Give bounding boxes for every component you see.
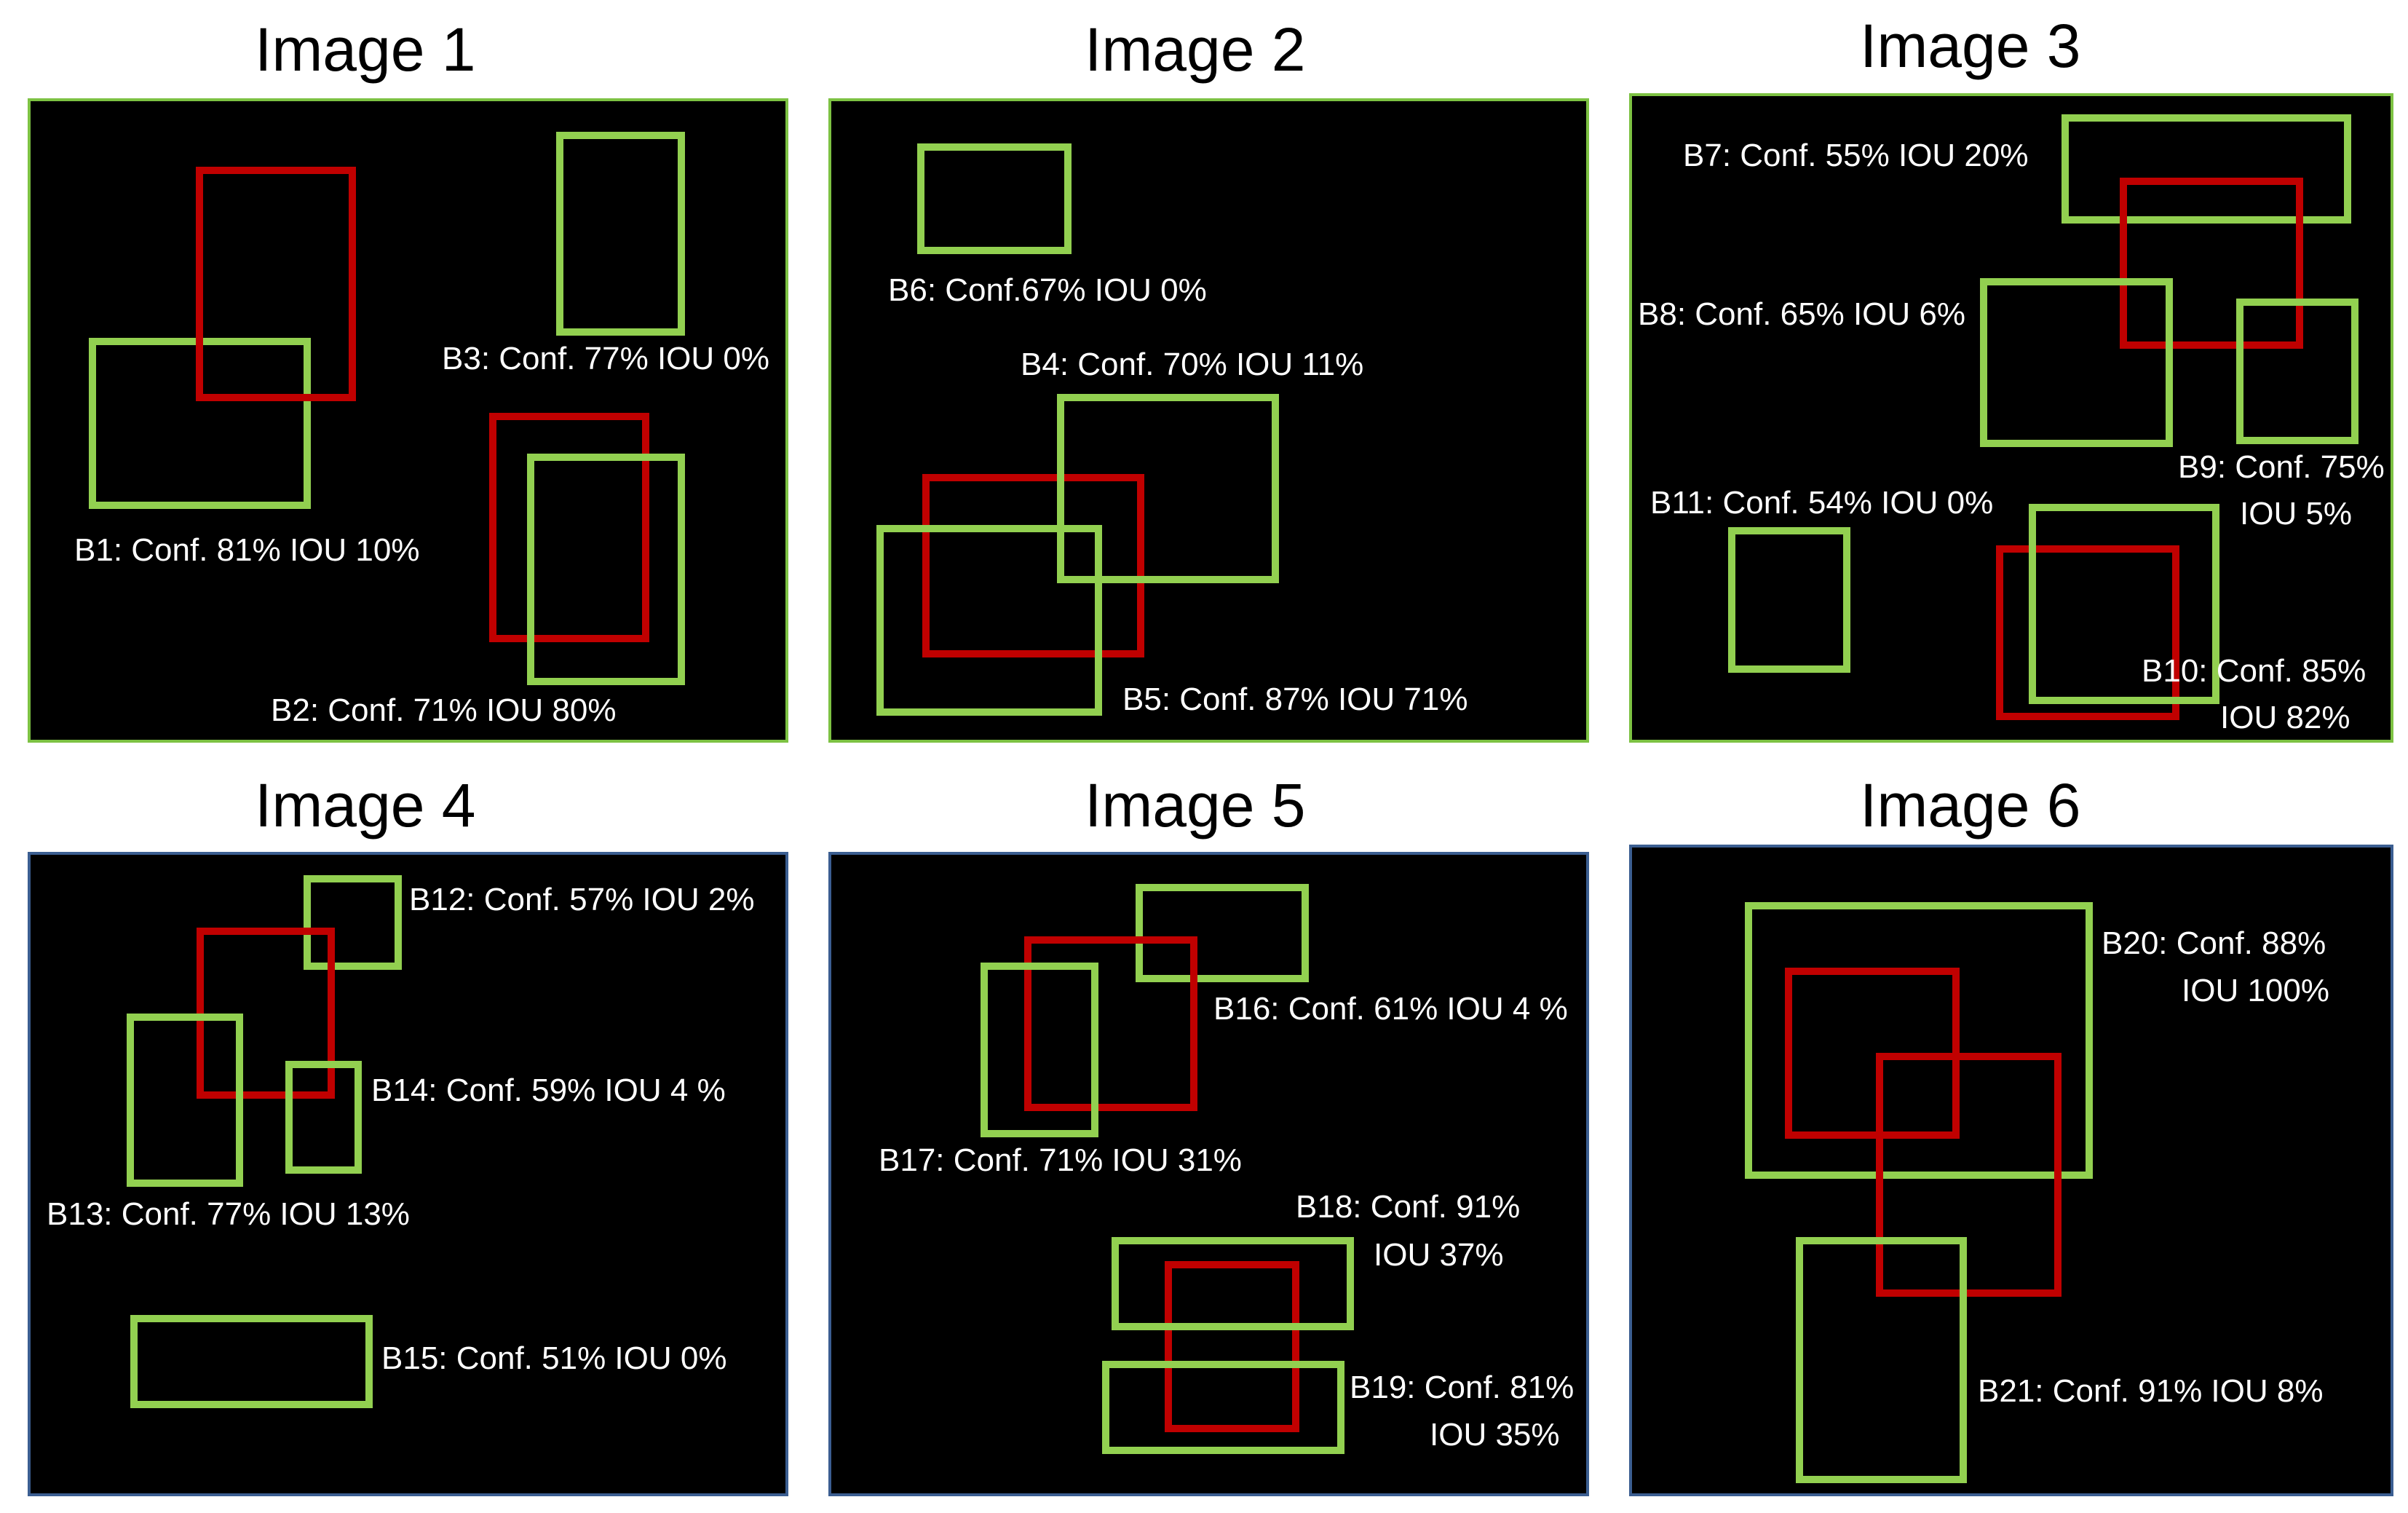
detection-box-b13 bbox=[127, 1014, 243, 1187]
ground-truth-box bbox=[489, 413, 649, 642]
detection-box-b19 bbox=[1102, 1361, 1344, 1454]
ground-truth-box bbox=[922, 474, 1144, 657]
box-label-b19-iou: IOU 35% bbox=[1430, 1417, 1560, 1453]
detection-box-b18 bbox=[1112, 1237, 1354, 1330]
image-panel-2: B4: Conf. 70% IOU 11% B5: Conf. 87% IOU … bbox=[828, 98, 1589, 743]
panel-title: Image 3 bbox=[1860, 12, 2081, 80]
image-panel-3: B7: Conf. 55% IOU 20% B8: Conf. 65% IOU … bbox=[1629, 93, 2393, 743]
box-label-b14: B14: Conf. 59% IOU 4 % bbox=[371, 1072, 726, 1108]
image-panel-6: B20: Conf. 88% IOU 100% B21: Conf. 91% I… bbox=[1629, 845, 2393, 1496]
panel-title: Image 5 bbox=[1085, 771, 1306, 840]
box-label-b11: B11: Conf. 54% IOU 0% bbox=[1650, 485, 1994, 521]
box-label-b18: B18: Conf. 91% bbox=[1296, 1189, 1521, 1225]
box-label-b8: B8: Conf. 65% IOU 6% bbox=[1638, 296, 1965, 332]
panel-title: Image 1 bbox=[255, 15, 476, 84]
box-label-b18-iou: IOU 37% bbox=[1374, 1237, 1504, 1273]
box-label-b13: B13: Conf. 77% IOU 13% bbox=[47, 1196, 410, 1232]
box-label-b21: B21: Conf. 91% IOU 8% bbox=[1978, 1373, 2324, 1409]
ground-truth-box bbox=[196, 167, 356, 401]
detection-box-b2 bbox=[527, 454, 685, 685]
box-label-b15: B15: Conf. 51% IOU 0% bbox=[381, 1340, 727, 1376]
panel-title: Image 2 bbox=[1085, 15, 1306, 84]
box-label-b12: B12: Conf. 57% IOU 2% bbox=[409, 882, 755, 917]
image-panel-4: B12: Conf. 57% IOU 2% B13: Conf. 77% IOU… bbox=[28, 852, 788, 1496]
box-label-b16: B16: Conf. 61% IOU 4 % bbox=[1213, 991, 1568, 1027]
detection-box-b10 bbox=[2029, 504, 2219, 704]
box-label-b9-iou: IOU 5% bbox=[2240, 496, 2353, 532]
ground-truth-box bbox=[1876, 1053, 2062, 1297]
detection-box-b5 bbox=[876, 525, 1102, 716]
ground-truth-box bbox=[1024, 936, 1197, 1111]
box-label-b17: B17: Conf. 71% IOU 31% bbox=[879, 1142, 1242, 1178]
detection-box-b15 bbox=[130, 1315, 373, 1408]
detection-box-b9 bbox=[2236, 299, 2359, 444]
image-panel-5: B16: Conf. 61% IOU 4 % B17: Conf. 71% IO… bbox=[828, 852, 1589, 1496]
detection-box-b3 bbox=[556, 132, 685, 336]
box-label-b10-iou: IOU 82% bbox=[2220, 700, 2350, 735]
detection-box-b20 bbox=[1745, 902, 2093, 1179]
detection-box-b14 bbox=[285, 1061, 362, 1174]
box-label-b10: B10: Conf. 85% bbox=[2142, 653, 2367, 689]
ground-truth-box bbox=[1165, 1261, 1299, 1432]
panel-title: Image 6 bbox=[1860, 771, 2081, 840]
detection-box-b21 bbox=[1796, 1237, 1967, 1483]
ground-truth-box bbox=[2120, 178, 2303, 349]
detection-box-b17 bbox=[981, 963, 1098, 1137]
detection-box-b8 bbox=[1980, 278, 2173, 447]
image-panel-1: B1: Conf. 81% IOU 10% B2: Conf. 71% IOU … bbox=[28, 98, 788, 743]
detection-box-b16 bbox=[1136, 884, 1309, 982]
box-label-b3: B3: Conf. 77% IOU 0% bbox=[442, 341, 769, 376]
panel-title: Image 4 bbox=[255, 771, 476, 840]
detection-box-b6 bbox=[917, 143, 1072, 254]
detection-box-b4 bbox=[1057, 394, 1279, 583]
detection-box-b7 bbox=[2062, 114, 2351, 224]
ground-truth-box bbox=[1996, 545, 2179, 720]
detection-box-b12 bbox=[304, 875, 402, 970]
box-label-b5: B5: Conf. 87% IOU 71% bbox=[1122, 682, 1468, 717]
box-label-b1: B1: Conf. 81% IOU 10% bbox=[74, 532, 420, 568]
box-label-b2: B2: Conf. 71% IOU 80% bbox=[271, 692, 617, 728]
box-label-b4: B4: Conf. 70% IOU 11% bbox=[1021, 347, 1364, 382]
ground-truth-box bbox=[197, 928, 335, 1099]
box-label-b20: B20: Conf. 88% bbox=[2102, 925, 2326, 961]
box-label-b6: B6: Conf.67% IOU 0% bbox=[888, 272, 1207, 308]
box-label-b19: B19: Conf. 81% bbox=[1350, 1370, 1575, 1405]
detection-box-b11 bbox=[1728, 527, 1850, 673]
box-label-b20-iou: IOU 100% bbox=[2182, 973, 2329, 1008]
box-label-b7: B7: Conf. 55% IOU 20% bbox=[1683, 138, 2029, 173]
box-label-b9: B9: Conf. 75% bbox=[2178, 449, 2385, 485]
